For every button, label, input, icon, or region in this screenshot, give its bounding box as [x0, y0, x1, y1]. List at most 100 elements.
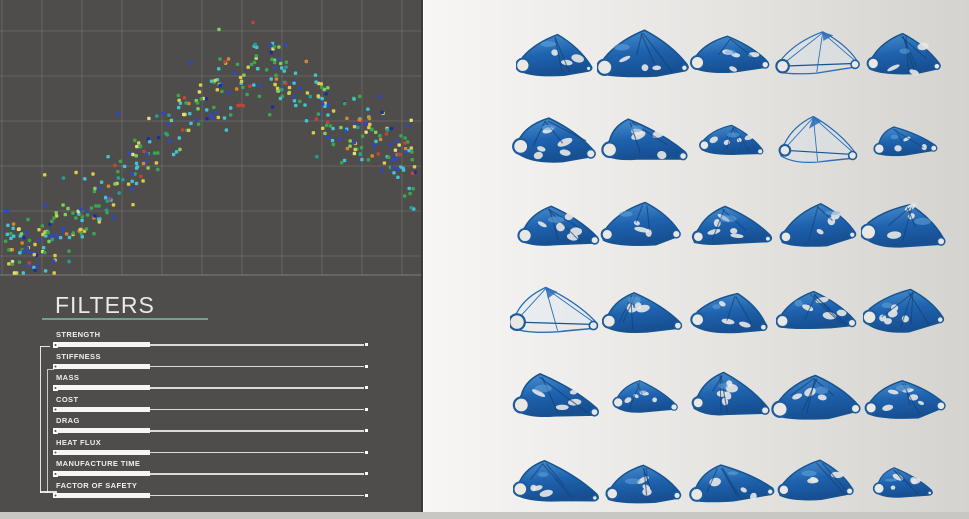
scatter-point[interactable] — [390, 165, 395, 170]
scatter-point[interactable] — [40, 224, 44, 228]
scatter-point[interactable] — [224, 128, 229, 132]
scatter-point[interactable] — [274, 73, 278, 77]
scatter-point[interactable] — [241, 85, 245, 90]
scatter-point[interactable] — [33, 268, 37, 272]
filter-slider-track[interactable] — [53, 385, 369, 391]
scatter-point[interactable] — [348, 144, 352, 148]
scatter-point[interactable] — [367, 125, 371, 130]
scatter-point[interactable] — [393, 148, 398, 152]
scatter-point[interactable] — [255, 45, 259, 49]
scatter-point[interactable] — [246, 65, 250, 69]
scatter-point[interactable] — [323, 131, 327, 136]
scatter-point[interactable] — [315, 155, 319, 159]
scatter-point[interactable] — [211, 116, 215, 120]
scatter-point[interactable] — [407, 186, 411, 191]
scatter-point[interactable] — [168, 139, 172, 143]
filter-slider-min-handle[interactable] — [53, 342, 58, 348]
scatter-point[interactable] — [113, 163, 117, 168]
scatter-point[interactable] — [366, 158, 371, 162]
design-thumbnail[interactable] — [771, 278, 867, 342]
scatter-point[interactable] — [252, 60, 257, 65]
scatter-point[interactable] — [64, 232, 69, 236]
scatter-point[interactable] — [152, 151, 157, 155]
scatter-point[interactable] — [91, 172, 95, 176]
design-thumbnail[interactable] — [510, 22, 606, 86]
scatter-point[interactable] — [195, 101, 200, 105]
scatter-point[interactable] — [176, 93, 181, 98]
scatter-point[interactable] — [94, 204, 98, 208]
filter-slider-max-handle[interactable] — [365, 407, 369, 411]
scatter-point[interactable] — [345, 116, 349, 120]
scatter-point[interactable] — [391, 158, 396, 162]
scatter-point[interactable] — [32, 265, 36, 270]
scatter-point[interactable] — [54, 233, 58, 237]
scatter-point[interactable] — [67, 259, 71, 264]
scatter-point[interactable] — [352, 141, 356, 145]
scatter-point[interactable] — [134, 181, 139, 186]
scatter-point[interactable] — [274, 77, 279, 81]
scatter-point[interactable] — [97, 186, 102, 190]
scatter-point[interactable] — [305, 91, 310, 95]
scatter-point[interactable] — [273, 60, 277, 65]
filter-slider-min-handle[interactable] — [53, 471, 58, 477]
design-thumbnail[interactable] — [684, 107, 780, 171]
filter-slider-track[interactable] — [53, 342, 369, 348]
scatter-point[interactable] — [156, 135, 161, 140]
scatter-point[interactable] — [169, 118, 174, 123]
scatter-point[interactable] — [238, 75, 243, 80]
scatter-point[interactable] — [177, 98, 181, 102]
scatter-point[interactable] — [61, 226, 65, 231]
scatter-point[interactable] — [97, 220, 101, 224]
design-thumbnail[interactable] — [510, 278, 606, 342]
scatter-point[interactable] — [187, 101, 191, 106]
design-thumbnail[interactable] — [597, 193, 693, 257]
scatter-point[interactable] — [11, 226, 15, 230]
filter-slider-max-handle[interactable] — [365, 493, 369, 497]
scatter-point[interactable] — [343, 101, 347, 106]
scatter-point[interactable] — [147, 116, 151, 121]
scatter-point[interactable] — [339, 125, 343, 130]
filter-slider-max-handle[interactable] — [365, 364, 369, 368]
filter-slider-max-handle[interactable] — [365, 386, 369, 390]
filter-slider-max-handle[interactable] — [365, 450, 369, 454]
scatter-point[interactable] — [287, 85, 292, 90]
scatter-point[interactable] — [121, 178, 125, 182]
scatter-point[interactable] — [410, 171, 415, 175]
scatter-point[interactable] — [208, 113, 213, 117]
scatter-point[interactable] — [278, 96, 283, 101]
design-thumbnail[interactable] — [771, 107, 867, 171]
scatter-point[interactable] — [352, 97, 356, 101]
scatter-point[interactable] — [134, 154, 138, 158]
scatter-point[interactable] — [212, 105, 216, 110]
filter-slider-track[interactable] — [53, 428, 369, 434]
scatter-point[interactable] — [16, 227, 21, 231]
scatter-point[interactable] — [238, 103, 242, 107]
scatter-point[interactable] — [284, 81, 288, 86]
scatter-point[interactable] — [314, 80, 318, 84]
scatter-point[interactable] — [314, 117, 319, 121]
design-thumbnail[interactable] — [510, 193, 606, 257]
scatter-point[interactable] — [93, 186, 97, 191]
scatter-point[interactable] — [41, 232, 45, 237]
scatter-point[interactable] — [12, 271, 17, 275]
scatter-point[interactable] — [80, 215, 84, 219]
scatter-point[interactable] — [220, 89, 224, 94]
filter-slider-track[interactable] — [53, 471, 369, 477]
design-thumbnail[interactable] — [858, 278, 954, 342]
scatter-point[interactable] — [20, 241, 24, 245]
scatter-point[interactable] — [7, 248, 11, 252]
scatter-point[interactable] — [189, 61, 193, 65]
scatter-point[interactable] — [328, 124, 333, 128]
scatter-point[interactable] — [5, 232, 9, 236]
scatter-point[interactable] — [364, 130, 368, 134]
scatter-point[interactable] — [222, 116, 227, 120]
scatter-point[interactable] — [53, 253, 57, 258]
scatter-point[interactable] — [257, 94, 262, 98]
scatter-point[interactable] — [376, 152, 380, 156]
scatter-point[interactable] — [92, 232, 96, 236]
scatter-point[interactable] — [44, 234, 48, 238]
scatter-point[interactable] — [275, 86, 280, 91]
scatter-point[interactable] — [304, 59, 308, 64]
scatter-point[interactable] — [215, 88, 219, 92]
scatter-point[interactable] — [405, 140, 410, 144]
